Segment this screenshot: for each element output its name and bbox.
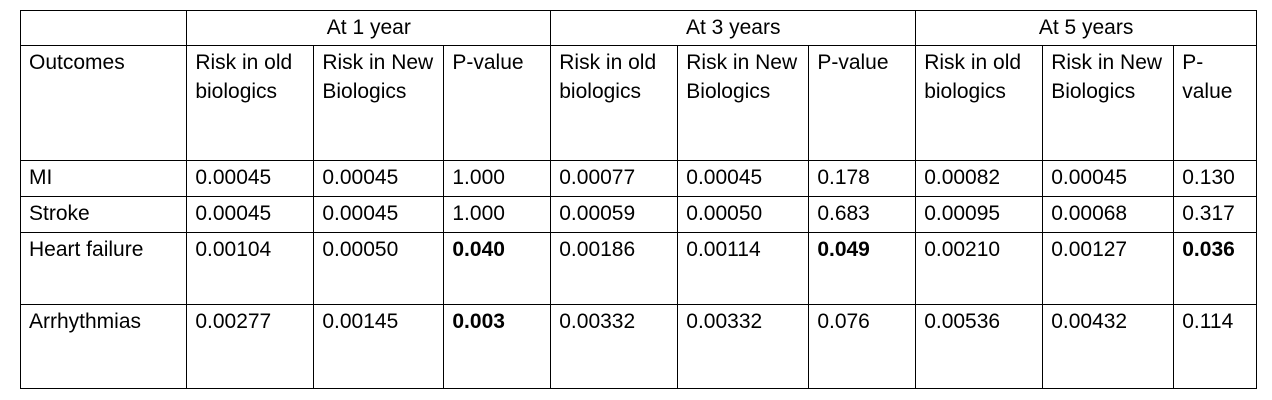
column-header-row: Outcomes Risk in old biologics Risk in N… <box>19 45 1257 161</box>
outcome-cell: Arrhythmias <box>19 304 188 389</box>
risk-old-5y-cell: 0.00095 <box>915 196 1044 233</box>
risk-new-3y-cell: 0.00114 <box>677 232 810 305</box>
p-value-3y-cell: 0.683 <box>808 196 917 233</box>
outcome-cell: MI <box>19 160 188 197</box>
risk-new-5y-cell: 0.00045 <box>1042 160 1175 197</box>
risk-new-5y-cell: 0.00068 <box>1042 196 1175 233</box>
risk-new-header-1y: Risk in New Biologics <box>313 45 445 161</box>
risk-new-3y-cell: 0.00332 <box>677 304 810 389</box>
risk-old-1y-cell: 0.00045 <box>186 196 315 233</box>
p-value-1y-cell: 1.000 <box>443 196 552 233</box>
p-value-1y-cell: 1.000 <box>443 160 552 197</box>
p-value-3y-cell: 0.049 <box>808 232 917 305</box>
p-value-1y-cell: 0.040 <box>443 232 552 305</box>
p-value-1y-cell: 0.003 <box>443 304 552 389</box>
p-value-5y-cell: 0.036 <box>1173 232 1257 305</box>
risk-old-3y-cell: 0.00186 <box>550 232 679 305</box>
risk-old-header-5y: Risk in old biologics <box>915 45 1044 161</box>
group-header-5-years: At 5 years <box>915 10 1257 46</box>
risk-old-3y-cell: 0.00077 <box>550 160 679 197</box>
p-value-5y-cell: 0.130 <box>1173 160 1257 197</box>
p-value-5y-cell: 0.317 <box>1173 196 1257 233</box>
risk-old-1y-cell: 0.00045 <box>186 160 315 197</box>
results-table: At 1 year At 3 years At 5 years Outcomes… <box>19 10 1257 389</box>
p-value-3y-cell: 0.076 <box>808 304 917 389</box>
risk-old-1y-cell: 0.00104 <box>186 232 315 305</box>
risk-new-1y-cell: 0.00050 <box>313 232 445 305</box>
risk-old-header-1y: Risk in old biologics <box>186 45 315 161</box>
risk-new-header-3y: Risk in New Biologics <box>677 45 810 161</box>
p-value-3y-cell: 0.178 <box>808 160 917 197</box>
risk-new-5y-cell: 0.00127 <box>1042 232 1175 305</box>
risk-new-header-5y: Risk in New Biologics <box>1042 45 1175 161</box>
table-body: MI 0.00045 0.00045 1.000 0.00077 0.00045 0.178… <box>19 160 1257 389</box>
outcomes-header: Outcomes <box>19 45 188 161</box>
risk-old-3y-cell: 0.00059 <box>550 196 679 233</box>
group-header-3-years: At 3 years <box>550 10 917 46</box>
risk-new-5y-cell: 0.00432 <box>1042 304 1175 389</box>
risk-old-5y-cell: 0.00082 <box>915 160 1044 197</box>
table-row: MI 0.00045 0.00045 1.000 0.00077 0.00045 0.178… <box>19 160 1257 197</box>
group-header-row: At 1 year At 3 years At 5 years <box>19 10 1257 46</box>
risk-old-header-3y: Risk in old biologics <box>550 45 679 161</box>
risk-new-3y-cell: 0.00045 <box>677 160 810 197</box>
risk-old-5y-cell: 0.00536 <box>915 304 1044 389</box>
risk-new-1y-cell: 0.00145 <box>313 304 445 389</box>
table-row: Arrhythmias 0.00277 0.00145 0.003 0.00332 0.0… <box>19 304 1257 389</box>
corner-cell <box>19 10 188 46</box>
risk-old-5y-cell: 0.00210 <box>915 232 1044 305</box>
outcome-cell: Heart failure <box>19 232 188 305</box>
risk-old-3y-cell: 0.00332 <box>550 304 679 389</box>
outcome-cell: Stroke <box>19 196 188 233</box>
p-value-header-5y: P-value <box>1173 45 1257 161</box>
table-row: Heart failure 0.00104 0.00050 0.040 0.00186 0… <box>19 232 1257 305</box>
risk-new-3y-cell: 0.00050 <box>677 196 810 233</box>
p-value-header-3y: P-value <box>808 45 917 161</box>
risk-new-1y-cell: 0.00045 <box>313 160 445 197</box>
p-value-5y-cell: 0.114 <box>1173 304 1257 389</box>
risk-new-1y-cell: 0.00045 <box>313 196 445 233</box>
table-row: Stroke 0.00045 0.00045 1.000 0.00059 0.00050 0… <box>19 196 1257 233</box>
risk-old-1y-cell: 0.00277 <box>186 304 315 389</box>
group-header-1-year: At 1 year <box>186 10 552 46</box>
p-value-header-1y: P-value <box>443 45 552 161</box>
